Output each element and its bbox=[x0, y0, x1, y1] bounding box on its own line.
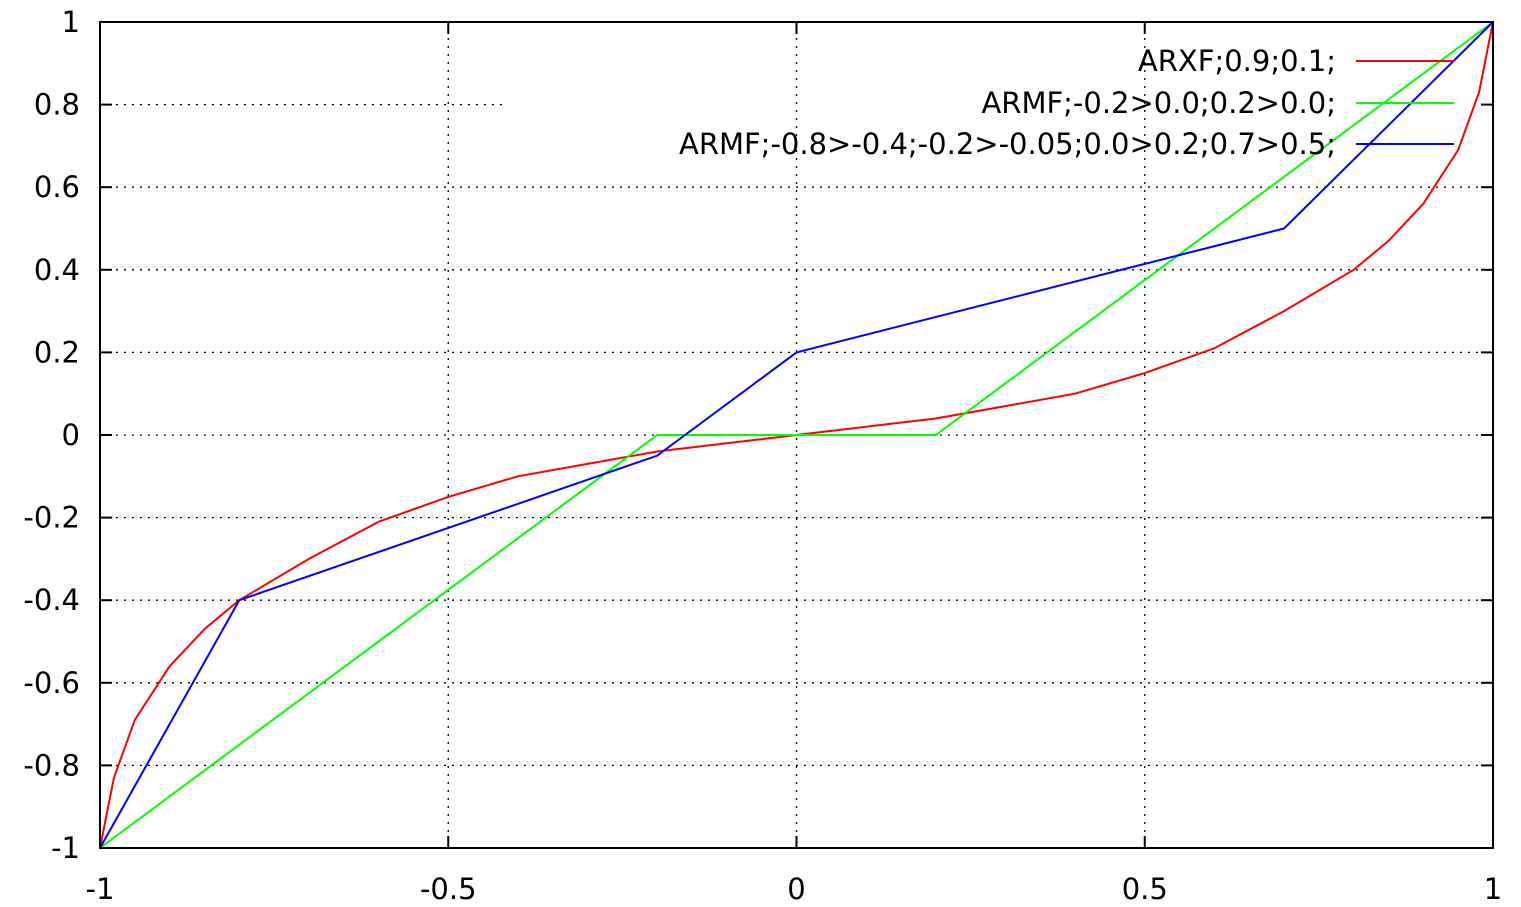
x-tick-labels: -1 -0.5 0 0.5 1 bbox=[86, 872, 1503, 906]
y-tick-label: 0.6 bbox=[34, 170, 80, 204]
series-line-2 bbox=[99, 21, 1494, 849]
y-tick-label: -0.4 bbox=[23, 583, 80, 617]
x-tick-label: -0.5 bbox=[420, 872, 477, 906]
y-tick-label: -1 bbox=[51, 831, 80, 865]
x-tick-label: 0 bbox=[787, 872, 805, 906]
legend-label-2: ARMF;-0.2>0.0;0.2>0.0; bbox=[981, 86, 1336, 120]
x-tick-label: 0.5 bbox=[1122, 872, 1168, 906]
y-tick-label: 0.4 bbox=[34, 253, 80, 287]
grid-lines bbox=[100, 22, 1493, 848]
legend: ARXF;0.9;0.1; ARMF;-0.2>0.0;0.2>0.0; ARMF;… bbox=[679, 44, 1454, 161]
series-line-3 bbox=[99, 21, 1494, 849]
y-tick-label: 1 bbox=[62, 5, 80, 39]
plot-frame bbox=[99, 21, 1494, 849]
y-tick-label: 0 bbox=[62, 418, 80, 452]
data-series bbox=[99, 21, 1494, 849]
legend-label-3: ARMF;-0.8>-0.4;-0.2>-0.05;0.0>0.2;0.7>0.… bbox=[679, 127, 1336, 161]
x-tick-label: 1 bbox=[1484, 872, 1502, 906]
y-tick-labels: -1 -0.8 -0.6 -0.4 -0.2 0 0.2 0.4 0.6 0.8 1 bbox=[23, 5, 80, 865]
legend-label-1: ARXF;0.9;0.1; bbox=[1138, 44, 1336, 78]
y-tick-label: -0.8 bbox=[23, 748, 80, 782]
y-tick-label: -0.2 bbox=[23, 501, 80, 535]
y-tick-label: 0.8 bbox=[34, 88, 80, 122]
x-tick-label: -1 bbox=[86, 872, 115, 906]
y-tick-label: -0.6 bbox=[23, 666, 80, 700]
y-tick-label: 0.2 bbox=[34, 335, 80, 369]
